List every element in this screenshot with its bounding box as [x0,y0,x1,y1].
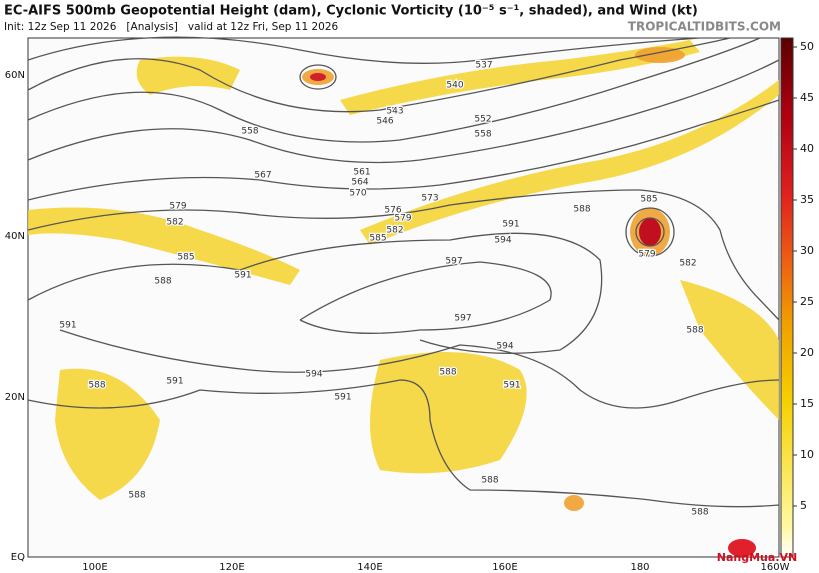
lat-label: 40N [5,231,25,242]
lat-label: 60N [5,70,25,81]
colorbar-scale [780,37,794,558]
contour [635,217,665,247]
contour-label: 588 [88,381,105,391]
contour-label: 573 [421,194,438,204]
colorbar: 50 45 40 35 30 25 20 15 10 5 [780,37,814,558]
height-contours [27,36,780,508]
contour [27,189,780,321]
vorticity [340,40,700,115]
contour-label: 588 [691,508,708,518]
contour [299,64,337,90]
contour-label: 561 [353,168,370,178]
brand: TROPICALTIDBITS.COM [628,20,781,34]
contour-label: 597 [454,314,471,324]
contour-label: 588 [481,476,498,486]
vorticity [635,47,685,63]
contour-label: 579 [394,214,411,224]
vorticity [370,352,527,474]
contour-label: 588 [573,205,590,215]
contour-label: 591 [502,220,519,230]
vorticity [564,495,584,511]
contour-label: 585 [640,195,657,205]
contour-label: 579 [638,250,655,260]
vorticity-shading [28,40,779,511]
contour-label: 576 [384,206,401,216]
contour-label: 591 [334,393,351,403]
vorticity [639,218,661,246]
contour-label: 594 [305,370,322,380]
colorbar-tick-label: 25 [800,295,814,308]
contour-label: 582 [386,226,403,236]
contour-label: 591 [59,321,76,331]
contour [27,232,603,354]
vorticity [55,368,160,500]
colorbar-tick-label: 20 [800,346,814,359]
contour [27,37,761,143]
contour-label: 582 [166,218,183,228]
contour-label: 570 [349,189,366,199]
contour [27,36,701,64]
colorbar-tick-label: 50 [800,40,814,53]
colorbar-tick-label: 45 [800,91,814,104]
lon-label: 180 [630,562,649,573]
colorbar-tick-label: 5 [800,499,807,512]
contour [625,207,675,257]
contour-label: 591 [503,381,520,391]
contour-label: 579 [169,202,186,212]
axis-labels: 100E 120E 140E 160E 180 160W 60N 40N 20N EQ [5,70,790,573]
contour-label: 597 [445,257,462,267]
vorticity [28,207,300,285]
contour-label: 540 [446,81,463,91]
contour-label: 591 [234,271,251,281]
watermark: NangMua.VN [717,539,797,564]
lon-label: 140E [357,562,382,573]
contour [299,261,552,334]
contour-label: 546 [376,117,393,127]
contour-label: 564 [351,178,368,188]
contour-label: 588 [439,368,456,378]
contour-label: 543 [386,107,403,117]
contour-label: 558 [474,130,491,140]
vorticity [360,80,779,245]
contour-label: 594 [496,342,513,352]
contour [59,329,780,409]
contour-label: 588 [154,277,171,287]
contour-label: 558 [241,127,258,137]
title: EC-AIFS 500mb Geopotential Height (dam),… [4,4,698,19]
contour-label: 588 [128,491,145,501]
lon-label: 160W [761,562,790,573]
contour [27,37,731,113]
contour-label: 585 [369,234,386,244]
lat-label: 20N [5,392,25,403]
vorticity [310,73,326,81]
vorticity [680,280,779,420]
lat-label: EQ [11,552,25,563]
lon-label: 100E [82,562,107,573]
lon-label: 160E [492,562,517,573]
contour-label: 552 [474,115,491,125]
colorbar-tick-label: 30 [800,244,814,257]
vorticity [136,56,240,95]
watermark-text: NangMua.VN [717,551,797,564]
contour-label: 582 [679,259,696,269]
contour-label: 537 [475,61,492,71]
colorbar-tick-label: 40 [800,142,814,155]
contour-label: 567 [254,171,271,181]
colorbar-tick-label: 15 [800,397,814,410]
contour [27,379,780,508]
contour-label: 588 [686,326,703,336]
colorbar-tick-label: 10 [800,448,814,461]
contour-label: 594 [494,236,511,246]
lon-label: 120E [219,562,244,573]
subtitle: Init: 12z Sep 11 2026 [Analysis] valid a… [4,21,339,33]
contour [27,99,780,201]
contour-label: 585 [177,253,194,263]
colorbar-tick-label: 35 [800,193,814,206]
contour-label: 591 [166,377,183,387]
contour [27,59,780,164]
watermark-icon [728,539,756,557]
